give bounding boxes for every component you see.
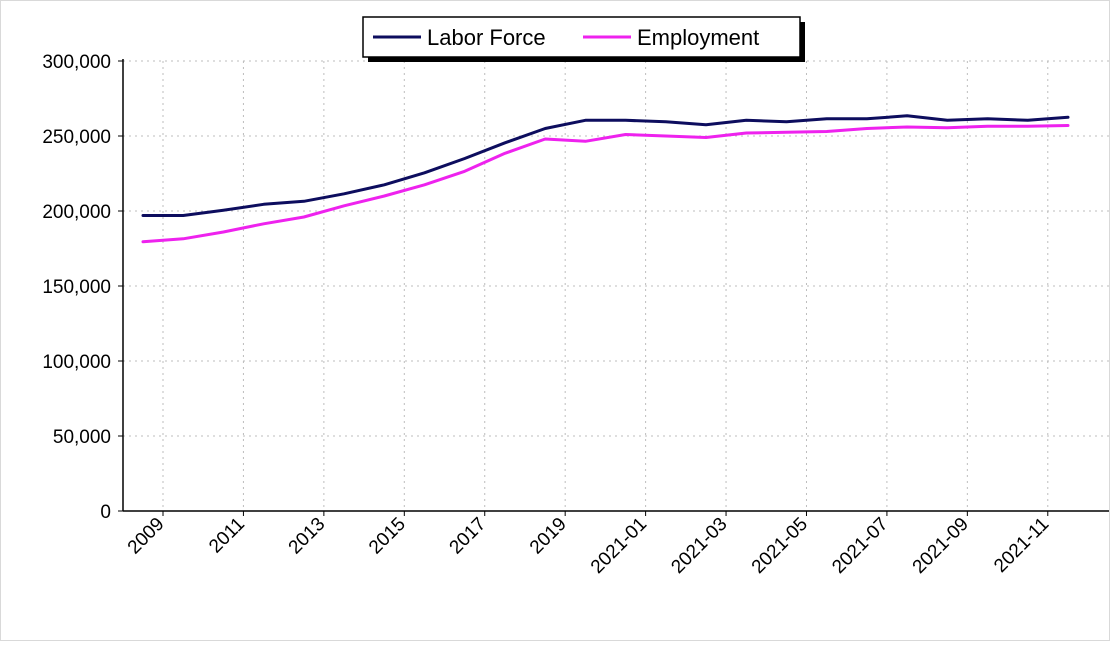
y-tick-label: 0 xyxy=(100,502,111,523)
x-tick-label: 2021-05 xyxy=(748,514,812,578)
y-tick-label: 250,000 xyxy=(42,127,111,148)
series-line-labor-force xyxy=(141,114,1070,217)
legend-box xyxy=(362,16,801,58)
x-tick-label: 2021-09 xyxy=(909,514,973,578)
x-tick-label: 2021-07 xyxy=(828,514,892,578)
series-line-employment xyxy=(141,124,1070,244)
y-tick-label: 200,000 xyxy=(42,202,111,223)
x-tick-label: 2011 xyxy=(205,514,249,558)
legend-label-employment: Employment xyxy=(637,25,759,50)
x-tick-label: 2021-03 xyxy=(667,514,731,578)
legend-label-labor-force: Labor Force xyxy=(427,25,546,50)
axes: 0 50,000 100,000 150,000 200,000 250,000 300,0… xyxy=(42,52,1109,578)
x-tick-label: 2017 xyxy=(446,514,491,559)
x-tick-label: 2021-01 xyxy=(587,514,651,578)
y-tick-label: 150,000 xyxy=(42,277,111,298)
y-tick-label: 100,000 xyxy=(42,352,111,373)
legend: Labor Force Employment xyxy=(362,16,805,62)
x-tick-label: 2015 xyxy=(365,514,410,559)
x-tick-label: 2013 xyxy=(285,514,330,559)
x-tick-label: 2019 xyxy=(526,514,571,559)
y-tick-label: 50,000 xyxy=(53,427,111,448)
series-lines xyxy=(141,114,1070,244)
x-tick-label: 2009 xyxy=(124,514,169,559)
y-tick-label: 300,000 xyxy=(42,52,111,73)
x-tick-label: 2021-11 xyxy=(990,514,1053,577)
